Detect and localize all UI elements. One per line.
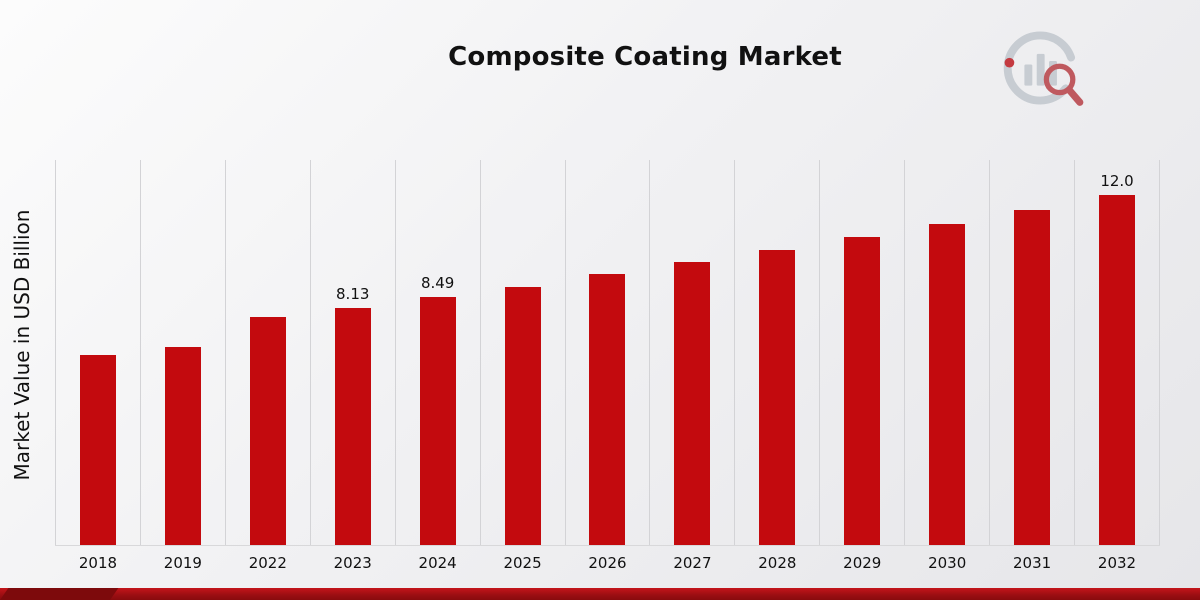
bar-2018 xyxy=(79,355,116,545)
x-tick-label: 2032 xyxy=(1097,554,1137,572)
bar-value-label: 12.0 xyxy=(1100,172,1134,190)
x-tick-label: 2024 xyxy=(418,554,457,572)
chart-column: 2028 xyxy=(734,160,819,572)
x-tick-label: 2023 xyxy=(333,554,372,572)
bar-2032 xyxy=(1099,195,1136,545)
bar-2026 xyxy=(589,274,626,545)
bar-2030 xyxy=(929,224,966,545)
chart-column: 2022 xyxy=(224,160,310,572)
x-tick-label: 2018 xyxy=(78,554,118,572)
brand-logo-icon xyxy=(1003,31,1084,106)
chart-column: 2030 xyxy=(904,160,989,572)
y-axis-label: Market Value in USD Billion xyxy=(10,209,34,481)
x-tick-label: 2029 xyxy=(843,554,882,572)
footer-accent-strip xyxy=(0,588,1200,600)
bar-2029 xyxy=(844,237,881,545)
chart-column: 2019 xyxy=(139,160,225,572)
chart-title: Composite Coating Market xyxy=(448,42,842,72)
bar-2031 xyxy=(1014,210,1051,545)
x-tick-label: 2030 xyxy=(928,554,967,572)
x-tick-label: 2028 xyxy=(758,554,797,572)
chart-column: 8.13 2023 xyxy=(309,160,395,572)
chart-column: 8.49 2024 xyxy=(394,160,480,572)
bar-2019 xyxy=(164,347,201,545)
bar-value-label: 8.49 xyxy=(420,274,455,292)
bar-2027 xyxy=(674,262,711,545)
x-tick-label: 2019 xyxy=(163,554,202,572)
plot-area: 2018 2019 2022 8.13 2023 8.49 2024 2025 2026 2027… xyxy=(55,160,1160,572)
bar-value-label: 8.13 xyxy=(336,285,370,303)
x-tick-label: 2027 xyxy=(673,554,712,572)
x-tick-label: 2031 xyxy=(1013,554,1052,572)
chart-column: 2026 xyxy=(564,160,650,572)
chart-column: 2029 xyxy=(819,160,904,572)
bar-2023 xyxy=(334,308,371,545)
bar-2025 xyxy=(504,287,541,545)
chart-column: 2025 xyxy=(479,160,565,572)
bar-2028 xyxy=(759,250,796,545)
chart-column: 2031 xyxy=(989,160,1074,572)
bar-2022 xyxy=(249,317,286,545)
chart-column: 12.0 2032 xyxy=(1074,160,1160,572)
chart-column: 2018 xyxy=(55,160,140,572)
x-tick-label: 2025 xyxy=(503,554,542,572)
x-tick-label: 2022 xyxy=(248,554,287,572)
chart-column: 2027 xyxy=(649,160,734,572)
bar-2024 xyxy=(419,297,456,545)
x-tick-label: 2026 xyxy=(588,554,627,572)
